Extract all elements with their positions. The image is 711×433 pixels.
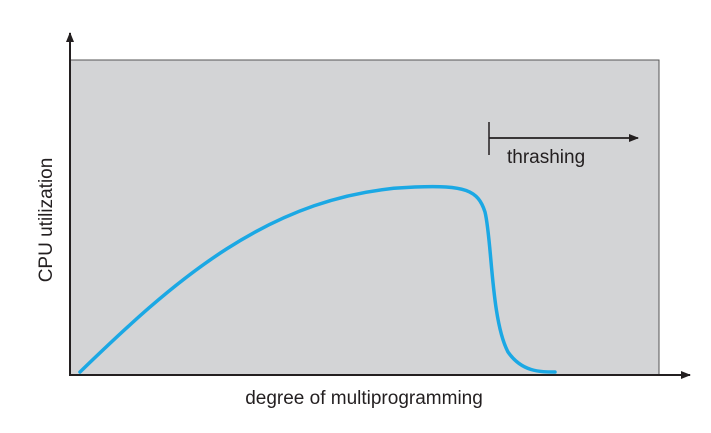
cpu-utilization-curve: [78, 184, 557, 374]
thrashing-label: thrashing: [507, 147, 585, 168]
x-axis-label: degree of multiprogramming: [245, 388, 483, 409]
y-axis-label: CPU utilization: [36, 158, 57, 283]
plot-area: [69, 59, 660, 376]
